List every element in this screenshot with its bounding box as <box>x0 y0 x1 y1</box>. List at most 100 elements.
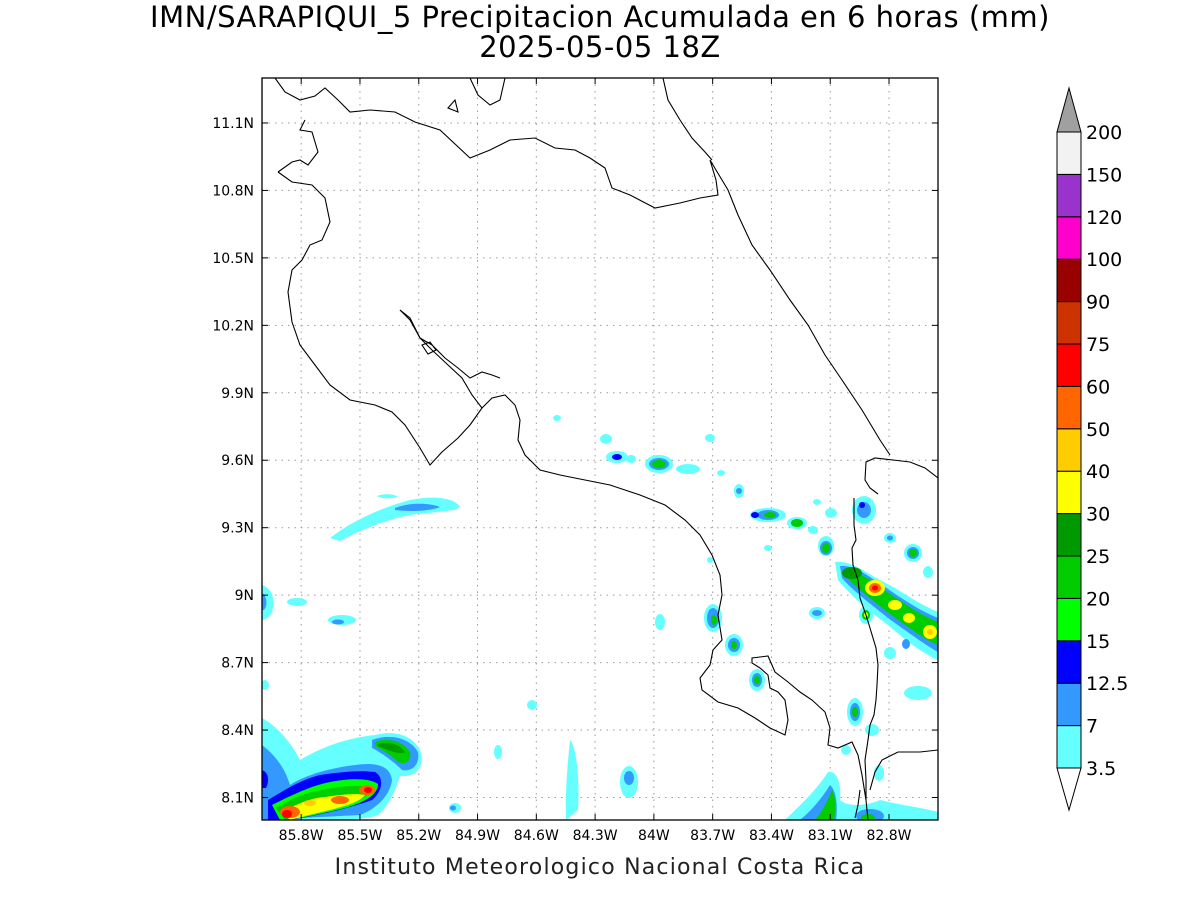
lon-tick-label: 84.3W <box>573 828 618 844</box>
rain-cell <box>600 434 612 444</box>
rain-cell <box>304 800 316 806</box>
rain-cell <box>892 812 920 820</box>
colorbar-label: 120 <box>1086 207 1122 229</box>
colorbar-swatch <box>1056 513 1082 557</box>
colorbar-label: 40 <box>1086 461 1110 483</box>
rain-cell <box>903 613 915 623</box>
rain-cell <box>754 676 760 684</box>
rain-cell <box>731 641 737 649</box>
plot-frame <box>261 77 939 821</box>
map-datetime: 2025-05-05 18Z <box>479 30 721 64</box>
lat-tick-label: 9.3N <box>221 521 254 537</box>
colorbar-swatch <box>1056 682 1082 727</box>
rain-cell <box>565 740 579 820</box>
rain-cell <box>927 629 933 635</box>
rain-cell <box>822 543 830 553</box>
rain-cell <box>872 585 878 591</box>
colorbar-label: 90 <box>1086 292 1110 314</box>
lon-tick-label: 85.8W <box>279 828 324 844</box>
rain-cell <box>626 455 636 463</box>
colorbar-swatch <box>1056 725 1082 769</box>
credit-footer: Instituto Meteorologico Nacional Costa R… <box>334 855 866 880</box>
colorbar-under-triangle <box>1056 767 1082 812</box>
lat-tick-label: 10.2N <box>212 318 254 334</box>
rain-cell <box>791 519 803 527</box>
lon-tick-label: 84.6W <box>514 828 559 844</box>
lon-tick-label: 84.9W <box>455 828 500 844</box>
rain-cell <box>859 502 865 508</box>
rain-cell <box>655 614 665 630</box>
lat-tick-label: 9.9N <box>221 386 254 402</box>
precipitation-field <box>262 415 938 820</box>
rain-cell <box>904 686 932 700</box>
rain-cell <box>450 805 456 811</box>
lat-tick-label: 10.8N <box>212 183 254 199</box>
colorbar-swatch <box>1056 343 1082 387</box>
rain-cell <box>764 545 772 551</box>
colorbar-swatch <box>1056 597 1082 642</box>
rain-cell <box>888 600 902 610</box>
rain-cell <box>377 494 398 499</box>
rain-cell <box>330 497 460 541</box>
rain-cell <box>378 742 405 754</box>
rain-cell <box>874 765 884 781</box>
colorbar-swatch <box>1056 470 1082 515</box>
rain-cell <box>331 796 349 804</box>
rain-cell <box>813 499 821 505</box>
colorbar-label: 150 <box>1086 164 1122 186</box>
rain-cell <box>923 566 933 578</box>
lat-tick-label: 9.6N <box>221 453 254 469</box>
colorbar-swatch <box>1056 131 1082 175</box>
colorbar-legend: 3.5 7 12.5 15 20 25 30 40 50 60 75 90 100 120 150 200 <box>1056 86 1128 812</box>
rain-cell <box>364 787 372 793</box>
rain-cell <box>764 512 776 518</box>
lat-tick-label: 8.4N <box>221 723 254 739</box>
colorbar-label: 75 <box>1086 334 1110 356</box>
colorbar-label: 25 <box>1086 546 1110 568</box>
rain-cell <box>707 557 713 563</box>
colorbar-over-triangle <box>1056 86 1082 133</box>
colorbar-swatch <box>1056 216 1082 260</box>
colorbar-label: 60 <box>1086 376 1110 398</box>
colorbar-swatch <box>1056 555 1082 599</box>
rain-cell <box>909 549 917 557</box>
colorbar-label: 200 <box>1086 122 1122 144</box>
lon-tick-label: 82.8W <box>867 828 912 844</box>
rain-cell <box>262 680 269 690</box>
colorbar-label: 100 <box>1086 249 1122 271</box>
rain-cell <box>553 415 561 421</box>
rain-cell <box>262 593 267 610</box>
rain-cell <box>736 488 742 494</box>
rain-cell <box>624 771 634 785</box>
lat-tick-label: 10.5N <box>212 251 254 267</box>
rain-cell <box>705 434 715 442</box>
rain-cell <box>676 464 700 474</box>
lon-tick-label: 84W <box>638 828 670 844</box>
rain-cell <box>812 610 822 616</box>
lat-tick-label: 11.1N <box>212 116 254 132</box>
lat-tick-label: 9N <box>235 588 254 604</box>
rain-cell <box>902 639 910 649</box>
rain-cell <box>262 770 269 788</box>
colorbar-swatch <box>1056 428 1082 472</box>
rain-cell <box>395 503 440 511</box>
rain-cell <box>652 460 666 468</box>
precipitation-map: 85.8W 85.5W 85.2W 84.9W 84.6W 84.3W 84W 83.7W 83… <box>212 77 1128 844</box>
latitude-axis: 8.1N 8.4N 8.7N 9N 9.3N 9.6N 9.9N 10.2N 10.5N 10.8… <box>212 116 938 807</box>
colorbar-swatch <box>1056 301 1082 345</box>
rain-cell <box>282 810 292 818</box>
lon-tick-label: 85.5W <box>337 828 382 844</box>
rain-cell <box>717 470 725 476</box>
colorbar-swatch <box>1056 640 1082 684</box>
rain-cell <box>332 619 344 625</box>
rain-cell <box>825 508 837 518</box>
lon-tick-label: 83.4W <box>749 828 794 844</box>
colorbar-swatch <box>1056 385 1082 430</box>
rain-cell <box>884 647 896 659</box>
rain-cell <box>527 700 537 710</box>
rain-cell <box>711 615 717 625</box>
graticule-grid <box>262 78 938 820</box>
colorbar-label: 7 <box>1086 716 1098 738</box>
map-title: IMN/SARAPIQUI_5 Precipitacion Acumulada … <box>150 0 1050 34</box>
colorbar-label: 12.5 <box>1086 673 1128 695</box>
